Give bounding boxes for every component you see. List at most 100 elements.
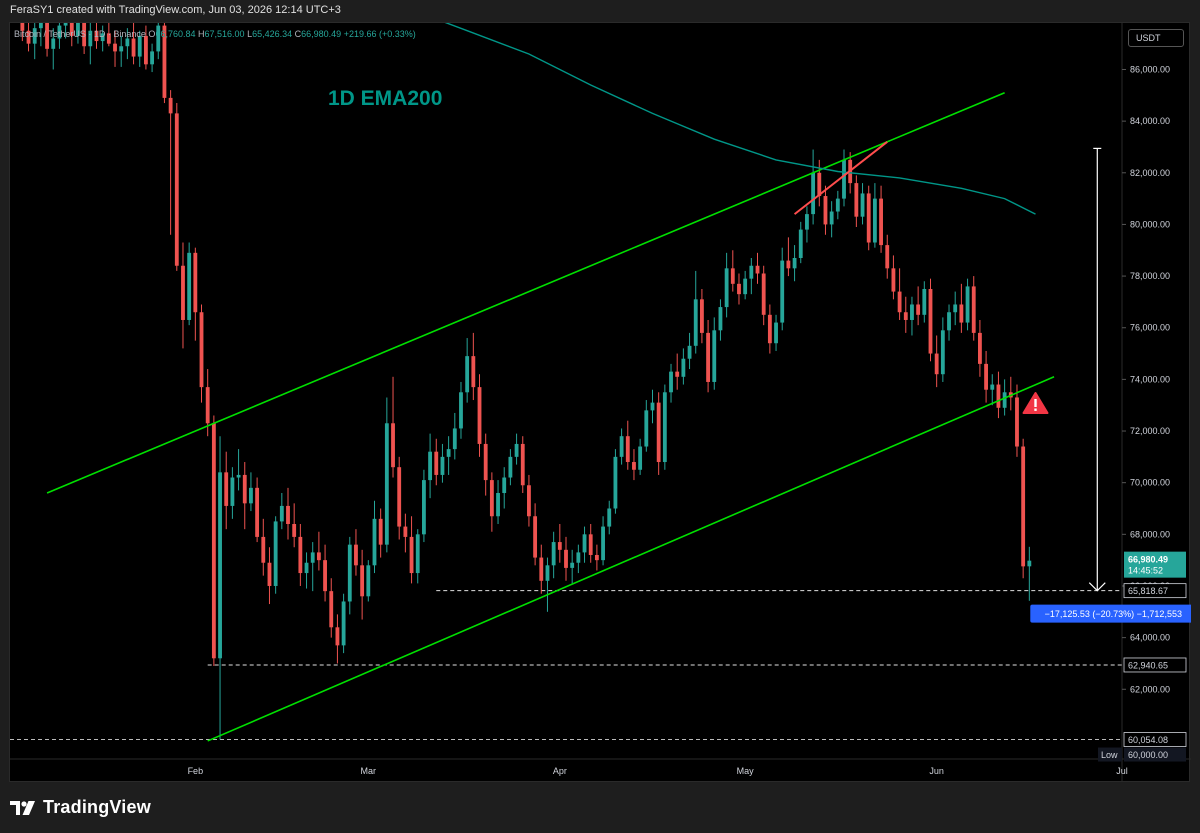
chart-area[interactable]: 1D EMA200 62,000.0064,000.0066,000.0068,… (9, 22, 1191, 783)
candle-body (514, 443, 519, 457)
candle-body (638, 446, 643, 470)
candle-body (965, 286, 970, 323)
candle-body (947, 312, 951, 331)
y-tick-label: 72,000.00 (1130, 426, 1170, 436)
low-price-tag-bg (1124, 747, 1186, 762)
candle-body (576, 552, 581, 563)
candle-body (415, 534, 420, 574)
brand-name: TradingView (43, 797, 151, 817)
candle-body (63, 23, 68, 26)
candle-body (360, 565, 365, 597)
symbol-legend: Bitcoin / TetherUS · 1D · Binance O66,76… (14, 29, 416, 39)
candle-body (45, 23, 49, 49)
price-chart[interactable]: 1D EMA200 62,000.0064,000.0066,000.0068,… (10, 23, 1191, 783)
candle-body (335, 627, 340, 646)
y-tick-label: 74,000.00 (1130, 374, 1170, 384)
candle-body (891, 268, 896, 292)
candle-body (267, 562, 272, 586)
candle-body (724, 268, 729, 308)
candle-body (644, 410, 649, 447)
candle-body (588, 534, 593, 555)
candle-body (539, 557, 544, 581)
symbol-name: Bitcoin / TetherUS · 1D · Binance (14, 29, 146, 39)
candle-body (409, 536, 414, 574)
candle-body (193, 252, 198, 313)
candle-body (977, 332, 982, 364)
candle-body (866, 193, 871, 243)
candle-body (564, 549, 568, 568)
candle-body (811, 172, 816, 215)
candle-body (230, 477, 235, 506)
candle-body (397, 467, 402, 527)
currency-button[interactable]: USDT (1128, 29, 1184, 47)
y-tick-label: 80,000.00 (1130, 219, 1170, 229)
candle-body (273, 521, 278, 586)
candle-body (755, 265, 760, 274)
candle-body (82, 23, 87, 47)
candle-body (242, 474, 247, 504)
candle-body (971, 286, 976, 333)
candle-body (737, 283, 741, 295)
channel-upper-line (46, 91, 1005, 494)
candle-body (57, 25, 62, 39)
low-tag-bg (1098, 747, 1122, 762)
ema200-label: 1D EMA200 (328, 87, 442, 110)
y-tick-label: 64,000.00 (1130, 633, 1170, 643)
candle-body (76, 23, 80, 36)
candle-body (465, 356, 470, 393)
candle-body (780, 260, 785, 323)
candle-body (94, 30, 99, 42)
y-tick-label: 84,000.00 (1130, 116, 1170, 126)
level-price-tag-bg (1123, 657, 1187, 673)
x-tick-label: Mar (361, 766, 377, 776)
candle-body (656, 402, 661, 463)
candle-body (916, 304, 921, 315)
candle-body (527, 485, 531, 517)
candle-body (1027, 560, 1032, 567)
candle-body (143, 35, 148, 65)
candle-body (298, 536, 303, 574)
candle-body (551, 542, 556, 566)
y-tick-label: 70,000.00 (1130, 478, 1170, 488)
close-value: 66,980.49 (301, 29, 342, 39)
low-tag: Low (1101, 750, 1118, 760)
candle-body (372, 518, 377, 566)
candle-body (842, 159, 846, 199)
candle-body (391, 423, 395, 468)
candle-body (885, 245, 890, 269)
candle-body (286, 505, 290, 524)
candle-body (421, 480, 426, 535)
high-label: H (198, 29, 205, 39)
candle-body (100, 33, 105, 42)
candle-body (1015, 397, 1019, 447)
candle-body (162, 25, 167, 98)
candle-body (347, 544, 352, 602)
candle-body (662, 392, 667, 463)
candle-body (26, 30, 31, 44)
x-tick-label: May (737, 766, 755, 776)
x-tick-label: Jul (1116, 766, 1128, 776)
candle-body (323, 560, 327, 592)
y-tick-label: 62,000.00 (1130, 684, 1170, 694)
candle-body (304, 562, 309, 574)
candle-body (872, 198, 877, 243)
candle-body (520, 443, 525, 486)
tradingview-logo-icon (10, 800, 35, 815)
candle-body (446, 449, 451, 457)
candle-body (984, 363, 989, 390)
candle-body (718, 307, 723, 331)
y-tick-label: 82,000.00 (1130, 168, 1170, 178)
warning-icon-bar (1034, 399, 1037, 407)
candle-body (471, 356, 476, 388)
candle-body (613, 456, 618, 509)
candle-body (69, 23, 74, 36)
level-price-tag-bg (1123, 732, 1187, 747)
bottom-bar (0, 782, 1200, 833)
candle-body (255, 487, 260, 537)
level-price-tag: 65,818.67 (1128, 586, 1168, 596)
candle-body (489, 480, 494, 517)
open-value: 66,760.84 (155, 29, 196, 39)
candle-body (452, 428, 457, 450)
x-tick-label: Jun (929, 766, 944, 776)
countdown-tag: 14:45:52 (1128, 566, 1163, 576)
